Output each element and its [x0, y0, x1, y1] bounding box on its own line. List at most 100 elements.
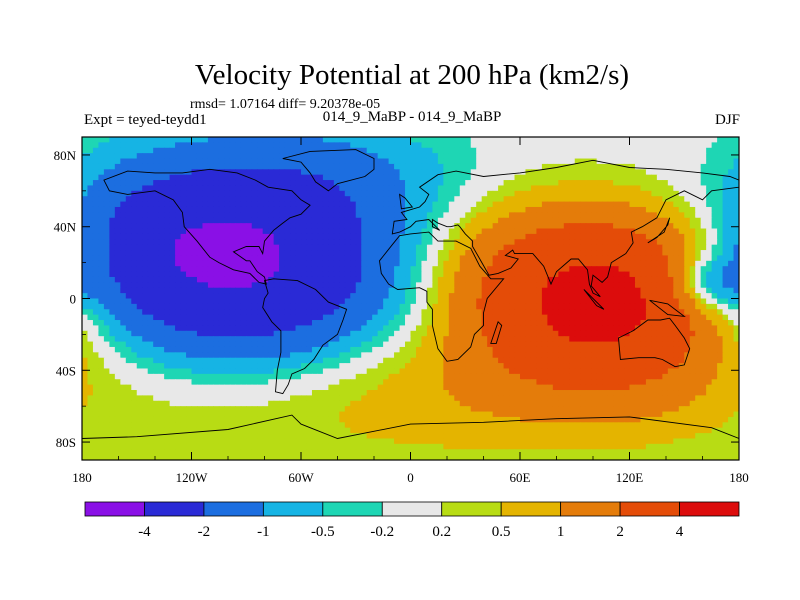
field-cell [667, 137, 674, 143]
field-cell [574, 206, 581, 213]
field-cell [541, 206, 548, 213]
field-cell [290, 309, 297, 316]
field-cell [92, 330, 100, 337]
field-cell [399, 174, 406, 181]
field-cell [678, 223, 685, 230]
field-cell [158, 153, 165, 160]
field-cell [169, 217, 176, 224]
field-cell [246, 330, 253, 337]
field-cell [366, 223, 373, 230]
field-cell [114, 239, 121, 246]
field-cell [328, 341, 335, 348]
field-cell [645, 309, 652, 316]
field-cell [492, 260, 499, 267]
field-cell [717, 314, 724, 321]
field-cell [131, 244, 138, 251]
field-cell [662, 314, 669, 321]
field-cell [235, 163, 242, 170]
field-cell [465, 137, 472, 143]
field-cell [415, 341, 423, 348]
field-cell [87, 287, 94, 294]
field-cell [459, 282, 466, 289]
field-cell [541, 271, 548, 278]
field-cell [481, 142, 488, 149]
field-cell [574, 276, 581, 283]
field-cell [257, 217, 264, 224]
field-cell [333, 357, 340, 364]
field-cell [186, 137, 193, 143]
field-cell [388, 260, 395, 267]
field-cell [667, 341, 674, 348]
field-cell [530, 250, 538, 257]
field-cell [673, 201, 680, 208]
field-cell [207, 228, 214, 235]
field-cell [399, 217, 406, 224]
field-cell [624, 158, 631, 165]
field-cell [153, 357, 160, 364]
field-cell [706, 174, 713, 181]
field-cell [169, 158, 176, 165]
field-cell [443, 147, 450, 154]
field-cell [629, 212, 636, 219]
field-cell [481, 325, 488, 332]
field-cell [476, 196, 483, 203]
field-cell [333, 163, 340, 170]
field-cell [383, 271, 390, 278]
field-cell [251, 180, 258, 187]
field-cell [634, 228, 642, 235]
field-cell [290, 244, 297, 251]
field-cell [520, 260, 527, 267]
field-cell [377, 147, 384, 154]
field-cell [640, 185, 647, 192]
field-cell [240, 266, 247, 273]
field-cell [147, 174, 154, 181]
field-cell [366, 228, 373, 235]
field-cell [547, 137, 554, 143]
field-cell [268, 357, 275, 364]
field-cell [399, 244, 406, 251]
field-cell [311, 250, 319, 257]
field-cell [448, 137, 455, 143]
field-cell [131, 341, 138, 348]
field-cell [476, 314, 483, 321]
field-cell [596, 341, 603, 348]
field-cell [399, 228, 406, 235]
field-cell [607, 325, 614, 332]
field-cell [405, 325, 412, 332]
field-cell [131, 336, 138, 343]
field-cell [465, 185, 472, 192]
field-cell [355, 336, 362, 343]
field-cell [558, 217, 565, 224]
field-cell [317, 201, 324, 208]
field-cell [596, 250, 603, 257]
field-cell [262, 158, 269, 165]
field-cell [678, 325, 685, 332]
field-cell [492, 196, 499, 203]
field-cell [465, 282, 472, 289]
field-cell [722, 142, 729, 149]
field-cell [498, 180, 505, 187]
field-cell [563, 233, 570, 240]
field-cell [218, 239, 225, 246]
field-cell [125, 309, 132, 316]
field-cell [344, 180, 351, 187]
field-cell [684, 271, 691, 278]
field-cell [268, 201, 275, 208]
field-cell [645, 336, 652, 343]
field-cell [454, 330, 461, 337]
field-cell [344, 158, 351, 165]
field-cell [273, 233, 280, 240]
field-cell [547, 309, 554, 316]
field-cell [394, 147, 401, 154]
field-cell [394, 260, 401, 267]
field-cell [667, 201, 674, 208]
field-cell [257, 346, 264, 353]
field-cell [596, 336, 603, 343]
field-cell [273, 147, 280, 154]
field-cell [558, 341, 565, 348]
field-cell [629, 250, 636, 257]
field-cell [596, 153, 603, 160]
field-cell [613, 153, 620, 160]
field-cell [355, 239, 362, 246]
field-cell [383, 239, 390, 246]
